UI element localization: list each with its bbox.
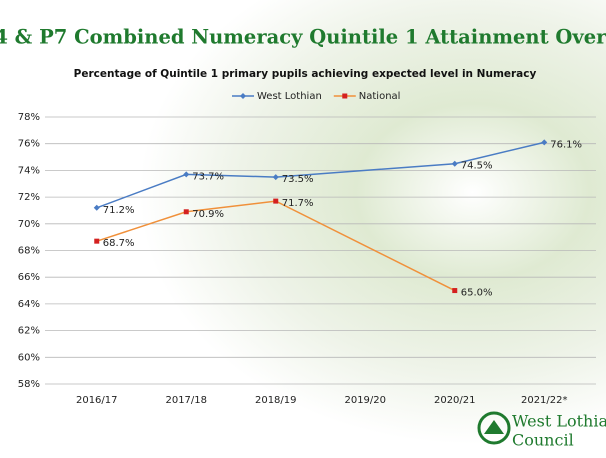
data-label: 65.0% bbox=[461, 288, 493, 299]
data-label: 68.7% bbox=[103, 238, 135, 249]
data-label: 71.2% bbox=[103, 205, 135, 216]
data-point bbox=[273, 198, 279, 204]
page-title: P1, P4 & P7 Combined Numeracy Quintile 1… bbox=[0, 26, 606, 49]
y-tick-label: 78% bbox=[18, 112, 40, 123]
x-tick-label: 2020/21 bbox=[434, 395, 476, 406]
data-label: 71.7% bbox=[282, 198, 314, 209]
logo: West Lothian Council bbox=[477, 411, 606, 450]
logo-emblem bbox=[484, 420, 504, 434]
data-point bbox=[451, 160, 458, 167]
legend-marker bbox=[240, 93, 246, 99]
data-label: 73.5% bbox=[282, 174, 314, 185]
y-tick-label: 64% bbox=[18, 299, 40, 310]
y-tick-label: 70% bbox=[18, 219, 40, 230]
data-label: 73.7% bbox=[192, 171, 224, 182]
data-point bbox=[93, 204, 100, 211]
logo-text: West Lothian bbox=[512, 412, 606, 431]
data-label: 74.5% bbox=[461, 161, 493, 172]
y-tick-label: 58% bbox=[18, 379, 40, 390]
data-point bbox=[183, 209, 189, 215]
y-tick-label: 62% bbox=[18, 326, 40, 337]
series-line bbox=[96, 200, 456, 292]
data-label: 70.9% bbox=[192, 209, 224, 220]
x-tick-label: 2019/20 bbox=[344, 395, 386, 406]
y-tick-label: 68% bbox=[18, 246, 40, 257]
chart-subtitle: Percentage of Quintile 1 primary pupils … bbox=[74, 68, 537, 80]
x-tick-label: 2018/19 bbox=[255, 395, 297, 406]
data-point bbox=[183, 171, 190, 178]
logo-emblem bbox=[477, 411, 511, 445]
y-tick-label: 72% bbox=[18, 192, 40, 203]
legend-marker bbox=[342, 93, 348, 99]
y-tick-label: 76% bbox=[18, 139, 40, 150]
data-point bbox=[541, 139, 548, 146]
legend-label: National bbox=[359, 91, 401, 102]
data-label: 76.1% bbox=[550, 139, 582, 150]
y-tick-label: 60% bbox=[18, 352, 40, 363]
logo-text: Council bbox=[512, 431, 574, 450]
data-point bbox=[452, 288, 458, 294]
x-tick-label: 2021/22* bbox=[521, 395, 568, 406]
data-point bbox=[94, 238, 100, 244]
y-tick-label: 74% bbox=[18, 165, 40, 176]
data-point bbox=[272, 174, 279, 181]
legend-label: West Lothian bbox=[257, 91, 322, 102]
y-tick-label: 66% bbox=[18, 272, 40, 283]
x-tick-label: 2017/18 bbox=[165, 395, 207, 406]
x-tick-label: 2016/17 bbox=[76, 395, 118, 406]
